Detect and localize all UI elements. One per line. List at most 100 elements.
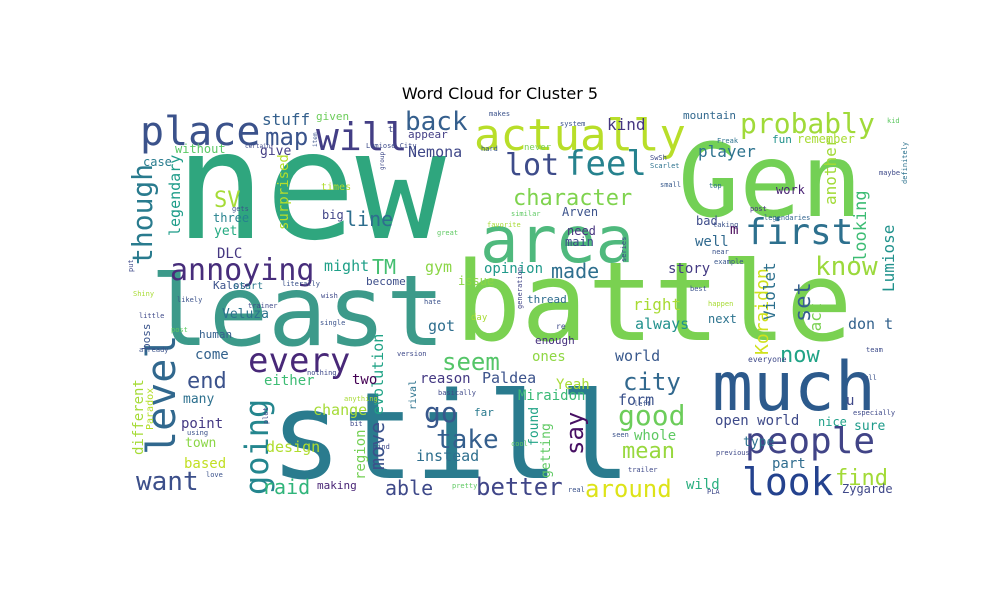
word-107: m xyxy=(730,222,738,238)
word-191: group xyxy=(379,152,386,170)
word-100: without xyxy=(175,142,226,156)
word-175: put xyxy=(127,259,135,272)
word-96: DLC xyxy=(217,246,242,262)
word-140: Freak xyxy=(717,137,739,145)
word-142: legendaries xyxy=(764,214,810,222)
word-45: move xyxy=(365,422,389,470)
word-35: now xyxy=(780,343,820,368)
word-183: using xyxy=(187,429,208,437)
word-103: remember xyxy=(797,132,855,146)
word-184: plot xyxy=(262,407,270,424)
word-38: SV xyxy=(214,188,241,213)
word-25: know xyxy=(815,252,878,282)
word-124: Paradox xyxy=(145,388,156,430)
word-169: nothing xyxy=(307,369,337,377)
word-186: day xyxy=(471,313,488,323)
word-88: point xyxy=(181,416,223,432)
word-58: right xyxy=(633,295,681,314)
word-151: generation xyxy=(516,267,524,309)
word-52: Nemona xyxy=(408,143,462,161)
word-3: least xyxy=(150,255,445,369)
word-136: Scarlet xyxy=(650,162,680,170)
word-133: hard xyxy=(481,145,498,153)
word-70: different xyxy=(131,379,147,455)
word-193: hate xyxy=(424,298,441,306)
word-108: bad xyxy=(696,214,718,228)
word-105: work xyxy=(776,183,806,197)
word-179: trainer xyxy=(248,302,278,310)
word-106: well xyxy=(695,234,729,250)
word-8: place xyxy=(140,109,260,155)
word-91: either xyxy=(264,373,315,389)
word-90: town xyxy=(185,436,216,451)
word-159: left xyxy=(634,400,651,408)
word-68: change xyxy=(313,401,367,419)
word-61: don t xyxy=(848,315,893,333)
word-165: mind xyxy=(373,443,390,451)
word-166: bit xyxy=(350,420,363,428)
word-22: though xyxy=(126,164,159,265)
word-73: reason xyxy=(420,371,471,387)
word-67: region xyxy=(353,429,369,480)
word-69: design xyxy=(266,438,320,456)
word-117: thread xyxy=(527,293,567,306)
word-104: fun xyxy=(772,133,792,146)
word-119: far xyxy=(474,406,494,419)
word-97: yet xyxy=(214,224,237,239)
word-53: looking xyxy=(851,190,871,262)
word-134: makes xyxy=(489,110,510,118)
word-17: feel xyxy=(565,144,647,184)
word-188: gets xyxy=(232,205,249,213)
word-2: battle xyxy=(455,238,852,366)
word-144: definitely xyxy=(901,142,909,184)
word-99: give xyxy=(260,144,291,159)
word-65: surprised xyxy=(276,154,292,230)
word-120: rival xyxy=(408,380,419,410)
word-125: Kalos xyxy=(213,279,246,292)
word-162: pretty xyxy=(452,482,477,490)
word-28: around xyxy=(585,475,672,503)
word-0: new xyxy=(175,100,447,274)
word-111: u xyxy=(846,393,854,409)
word-110: nice xyxy=(818,415,847,429)
word-77: world xyxy=(615,347,660,365)
word-7: actually xyxy=(474,110,686,161)
word-150: great xyxy=(437,229,458,237)
word-75: form xyxy=(618,391,654,409)
word-154: team xyxy=(866,346,883,354)
word-23: map xyxy=(265,123,308,151)
word-94: many xyxy=(183,392,214,407)
word-20: good xyxy=(618,399,685,432)
word-189: certain xyxy=(245,143,271,150)
word-95: Veluza xyxy=(222,307,269,322)
word-115: issue xyxy=(458,274,494,288)
word-118: enough xyxy=(535,334,575,347)
word-182: similar xyxy=(511,210,541,218)
word-51: player xyxy=(698,142,756,161)
word-10: will xyxy=(316,115,408,159)
word-127: big xyxy=(322,208,344,222)
word-29: better xyxy=(476,473,563,501)
word-26: take xyxy=(436,425,499,455)
word-48: Violet xyxy=(760,262,779,320)
word-145: kid xyxy=(887,117,900,125)
word-148: near xyxy=(712,248,729,256)
word-172: post xyxy=(171,326,188,334)
word-60: got xyxy=(428,317,455,335)
word-57: story xyxy=(668,261,710,277)
word-139: post xyxy=(750,205,767,213)
word-156: especially xyxy=(853,409,895,417)
word-129: given xyxy=(316,110,349,123)
word-4: Gen xyxy=(678,122,862,241)
word-14: going xyxy=(238,399,276,495)
word-113: need xyxy=(567,224,596,238)
word-84: part xyxy=(772,456,806,472)
word-43: Koraidon xyxy=(752,268,773,355)
word-92: come xyxy=(195,347,229,363)
word-19: lot xyxy=(505,148,559,183)
word-93: two xyxy=(352,372,377,388)
word-50: kind xyxy=(607,115,646,134)
word-174: Shiny xyxy=(133,290,154,298)
